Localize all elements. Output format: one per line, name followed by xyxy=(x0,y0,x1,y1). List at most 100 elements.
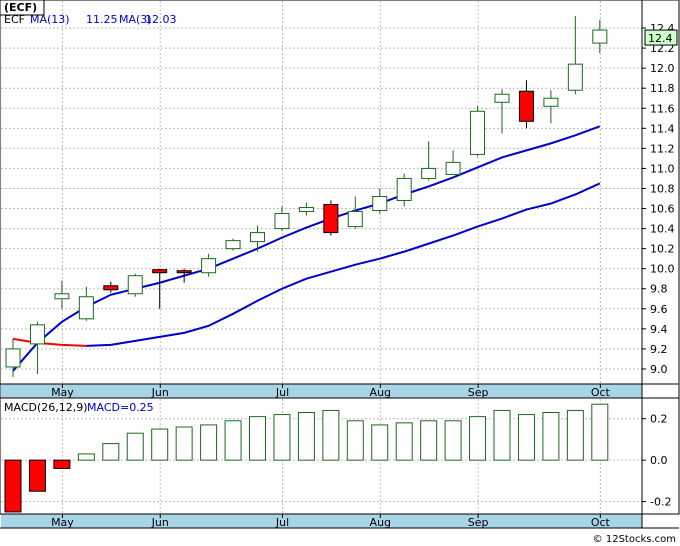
candle-down xyxy=(323,200,339,236)
macd-x-labels: May Jun Jul Aug Sep Oct xyxy=(51,514,611,529)
macd-tick-label: 0.0 xyxy=(650,454,668,467)
macd-bars xyxy=(4,403,609,513)
candle-up xyxy=(29,321,45,374)
macd-bar xyxy=(200,424,218,461)
price-tick-label: 9.8 xyxy=(650,283,668,296)
price-legend: ECF MA(13) 11.25 MA(3) 12.03 xyxy=(4,13,177,26)
candle-body xyxy=(5,348,21,368)
candle-up xyxy=(201,253,217,277)
macd-bar xyxy=(151,428,169,461)
x-tick-label: Oct xyxy=(591,386,611,399)
macd-bar xyxy=(469,416,487,461)
candle-body xyxy=(494,93,510,103)
x-tick-label: Sep xyxy=(468,516,489,529)
last-price-box xyxy=(644,29,678,46)
macd-bar xyxy=(566,409,584,461)
candle-body xyxy=(323,204,339,234)
candle-up xyxy=(396,173,412,207)
macd-bar xyxy=(273,414,291,461)
candle-down xyxy=(103,281,119,293)
price-gridlines xyxy=(1,1,642,384)
price-tick-label: 11.6 xyxy=(650,102,675,115)
candle-body xyxy=(274,213,290,230)
x-tick-label: Oct xyxy=(591,516,611,529)
macd-bar xyxy=(493,409,511,461)
macd-bar xyxy=(102,443,120,461)
candle-body xyxy=(421,167,437,179)
candle-body xyxy=(518,90,534,122)
price-tick-label: 12.0 xyxy=(650,62,675,75)
macd-bar xyxy=(371,424,389,461)
candle-down xyxy=(176,268,192,283)
price-x-axis-strip xyxy=(1,384,642,398)
macd-bar xyxy=(126,432,144,461)
candle-up xyxy=(78,286,94,321)
candle-up xyxy=(372,188,388,214)
candle-body xyxy=(470,110,486,155)
price-y-axis: 9.0 9.2 9.4 9.6 9.8 10.0 10.2 10.4 10.6 10.8 11.0 1… xyxy=(642,22,678,376)
candle-up xyxy=(298,202,314,216)
x-tick-label: May xyxy=(51,386,74,399)
price-tick-label: 9.2 xyxy=(650,343,668,356)
candle-body xyxy=(372,196,388,212)
macd-bar xyxy=(322,409,340,461)
macd-y-axis: 0.2 0.0 -0.2 xyxy=(642,413,671,509)
candle-body xyxy=(396,177,412,202)
price-tick-label: 11.2 xyxy=(650,142,675,155)
macd-bar xyxy=(542,412,560,461)
candle-up xyxy=(445,150,461,175)
ticker-badge-text: (ECF) xyxy=(4,1,37,14)
candle-up xyxy=(5,338,21,377)
price-x-labels: May Jun Jul Aug Sep Oct xyxy=(51,384,611,399)
x-tick-label: Sep xyxy=(468,386,489,399)
macd-bar xyxy=(395,422,413,461)
legend-ma13-label: MA(13) xyxy=(30,13,70,26)
macd-bar xyxy=(346,420,364,461)
legend-symbol: ECF xyxy=(4,13,25,26)
x-tick-label: Aug xyxy=(370,516,391,529)
legend-ma13-value: 11.25 xyxy=(86,13,118,26)
candles xyxy=(5,16,608,377)
candle-body xyxy=(29,324,45,345)
candle-up xyxy=(494,89,510,134)
macd-legend-value: MACD=0.25 xyxy=(87,401,154,414)
price-tick-label: 9.6 xyxy=(650,303,668,316)
x-tick-label: May xyxy=(51,516,74,529)
macd-bar xyxy=(224,420,242,461)
candle-body xyxy=(567,63,583,91)
candle-body xyxy=(298,207,314,213)
candle-up xyxy=(127,273,143,297)
moving-averages xyxy=(12,125,601,372)
macd-legend-label: MACD(26,12,9) xyxy=(4,401,88,414)
macd-bar xyxy=(175,426,193,461)
candle-body xyxy=(103,285,119,291)
macd-bar xyxy=(4,459,22,513)
candle-body xyxy=(250,232,265,243)
price-tick-label: 10.6 xyxy=(650,203,675,216)
candle-body xyxy=(543,97,559,107)
x-tick-label: Jun xyxy=(151,386,169,399)
macd-tick-label: -0.2 xyxy=(650,496,671,509)
candle-up xyxy=(592,20,608,54)
macd-x-axis-strip xyxy=(1,514,642,528)
macd-bar xyxy=(297,412,315,461)
candle-down xyxy=(152,268,168,309)
macd-tick-label: 0.2 xyxy=(650,413,668,426)
candle-body xyxy=(54,293,70,300)
candle-body xyxy=(127,275,143,295)
x-tick-label: Jun xyxy=(151,516,169,529)
candle-body xyxy=(152,269,168,274)
price-tick-label: 11.4 xyxy=(650,122,675,135)
legend-ma3-label: MA(3) xyxy=(119,13,152,26)
watermark: © 12Stocks.com xyxy=(593,534,676,545)
ticker-badge: (ECF) xyxy=(0,0,45,16)
macd-bar xyxy=(77,453,95,461)
price-panel-frame xyxy=(0,0,680,515)
candle-body xyxy=(592,29,608,44)
macd-bar xyxy=(444,420,462,461)
price-tick-label: 9.0 xyxy=(650,363,668,376)
macd-bar xyxy=(249,416,266,461)
candle-body xyxy=(78,296,94,320)
price-tick-label: 10.4 xyxy=(650,223,675,236)
